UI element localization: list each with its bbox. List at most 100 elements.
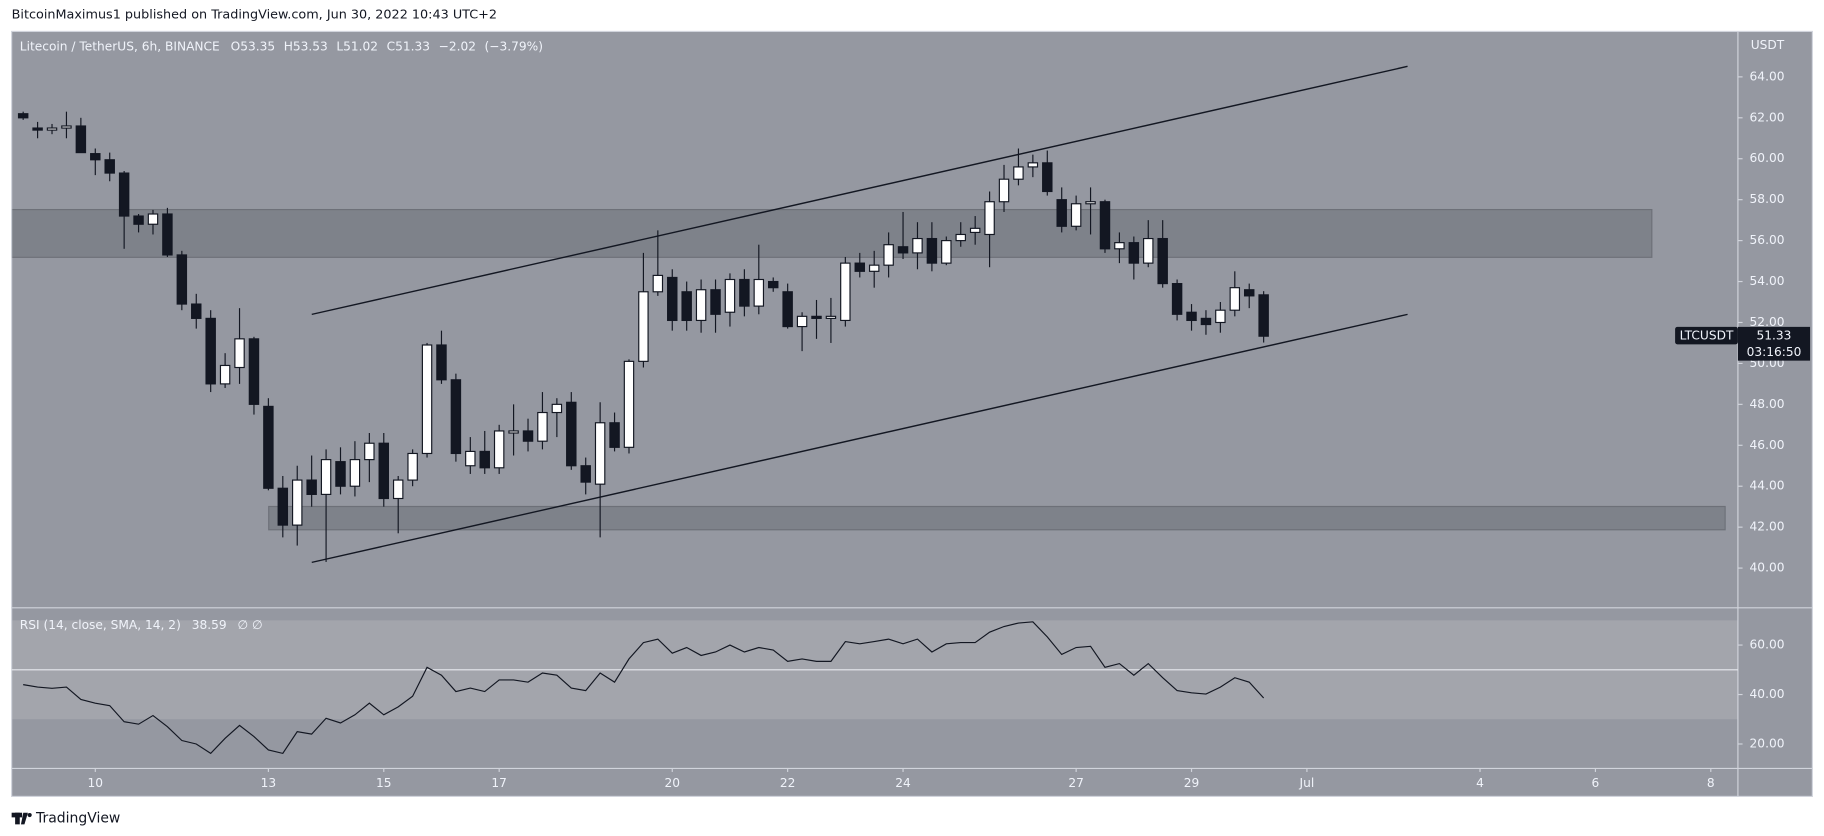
candle-body-up (1143, 237, 1154, 264)
y-tick-label: 54.00 (1750, 274, 1785, 288)
y-tick-label: 42.00 (1750, 520, 1785, 534)
y-tick-label: 58.00 (1750, 192, 1785, 206)
candle-body-down (926, 237, 938, 264)
price-box (1737, 326, 1811, 361)
channel-upper-line (311, 65, 1408, 316)
candle-body-up (465, 450, 476, 467)
y-tick-label: 64.00 (1750, 69, 1785, 83)
candle-body-down (277, 487, 289, 526)
candle-body-down (104, 159, 115, 174)
candle-body-down (479, 450, 490, 469)
candle-body-down (1099, 201, 1111, 250)
y-tick-label: 40.00 (1750, 561, 1785, 575)
x-tick-label: Jul (1299, 776, 1315, 790)
candle-body-down (248, 338, 260, 405)
y-tick-label: 62.00 (1750, 110, 1785, 124)
candle-body-up (234, 338, 245, 369)
last-price-label: 51.33 (1757, 329, 1792, 343)
legend-change-pct: (−3.79%) (485, 39, 543, 53)
candle-body-up (825, 315, 837, 319)
candle-body-up (623, 360, 635, 448)
candle-body-up (1215, 309, 1226, 324)
candle-body-up (61, 125, 72, 129)
candle-body-down (306, 479, 317, 495)
rsi-tick-label: 20.00 (1750, 736, 1785, 750)
legend-prefix: H (284, 39, 293, 53)
candle-body-down (739, 278, 750, 307)
candle-body-down (897, 246, 909, 254)
legend-low: 51.02 (343, 39, 378, 53)
y-axis-unit: USDT (1751, 38, 1785, 52)
candle-body-down (580, 465, 591, 483)
candle-body-up (941, 240, 952, 264)
candle-body-up (508, 430, 519, 434)
x-tick-label: 15 (376, 776, 392, 790)
legend-close: 51.33 (395, 39, 430, 53)
candle-body-up (493, 430, 505, 469)
support-zone (268, 505, 1726, 531)
candle-body-up (1070, 203, 1082, 227)
y-tick-label: 56.00 (1750, 233, 1785, 247)
candle-body-up (724, 278, 736, 313)
rsi-line (23, 621, 1265, 755)
candle-body-up (537, 411, 548, 442)
candle-body-down (1200, 317, 1212, 326)
y-tick-label: 44.00 (1750, 479, 1785, 493)
candle-body-down (811, 315, 822, 319)
candle-body-down (1186, 311, 1197, 322)
candle-body-down (1171, 283, 1183, 315)
candle-body-up (392, 479, 404, 500)
candle-body-up (840, 262, 851, 322)
candle-body-down (667, 276, 678, 322)
candle-body-down (32, 127, 43, 131)
candle-body-up (1085, 201, 1096, 205)
candle-body-down (1243, 289, 1255, 297)
candle-body-up (291, 479, 303, 526)
candle-body-down (450, 379, 462, 455)
x-tick-label: 24 (895, 776, 911, 790)
candle-body-down (162, 213, 173, 256)
y-tick-label: 46.00 (1750, 438, 1785, 452)
candle-body-up (652, 274, 664, 293)
chart-frame (11, 30, 1813, 797)
candle-body-down (263, 405, 274, 489)
x-tick-label: 29 (1184, 776, 1200, 790)
candle-body-up (695, 289, 707, 322)
candle-body-down (566, 401, 577, 467)
legend-open: 53.35 (240, 39, 275, 53)
rsi-tick-label: 40.00 (1750, 687, 1785, 701)
y-tick-label: 52.00 (1750, 315, 1785, 329)
x-tick-label: 22 (780, 776, 796, 790)
candle-body-up (984, 201, 995, 236)
candle-body-up (1114, 242, 1125, 250)
symbol-pill (1675, 326, 1738, 345)
candle-body-up (349, 459, 361, 487)
candle-body-down (17, 113, 29, 119)
candle-body-up (753, 278, 765, 307)
x-tick-label: 6 (1592, 776, 1600, 790)
candle-body-down (335, 461, 346, 487)
legend-change: −2.02 (439, 39, 476, 53)
candle-body-down (133, 215, 144, 225)
candle-body-up (868, 264, 880, 272)
candle-body-up (998, 178, 1010, 203)
candle-body-down (1258, 294, 1269, 337)
candle-body-up (407, 452, 418, 481)
candle-body-down (1056, 199, 1067, 227)
candle-body-down (118, 172, 130, 217)
candle-body-up (969, 227, 981, 234)
x-tick-label: 10 (88, 776, 104, 790)
candle-body-up (219, 364, 231, 385)
candle-body-down (436, 344, 447, 381)
rsi-extra: ∅ ∅ (237, 618, 262, 632)
candle-body-up (883, 244, 894, 266)
legend-prefix: L (336, 39, 343, 53)
candle-body-up (1013, 166, 1024, 180)
legend-prefix: O (231, 39, 241, 53)
candle-body-up (551, 403, 563, 414)
candle-body-down (1157, 237, 1168, 285)
chart-title: Litecoin / TetherUS, 6h, BINANCE (20, 39, 220, 53)
publish-note: BitcoinMaximus1 published on TradingView… (12, 8, 497, 23)
x-tick-label: 27 (1068, 776, 1084, 790)
